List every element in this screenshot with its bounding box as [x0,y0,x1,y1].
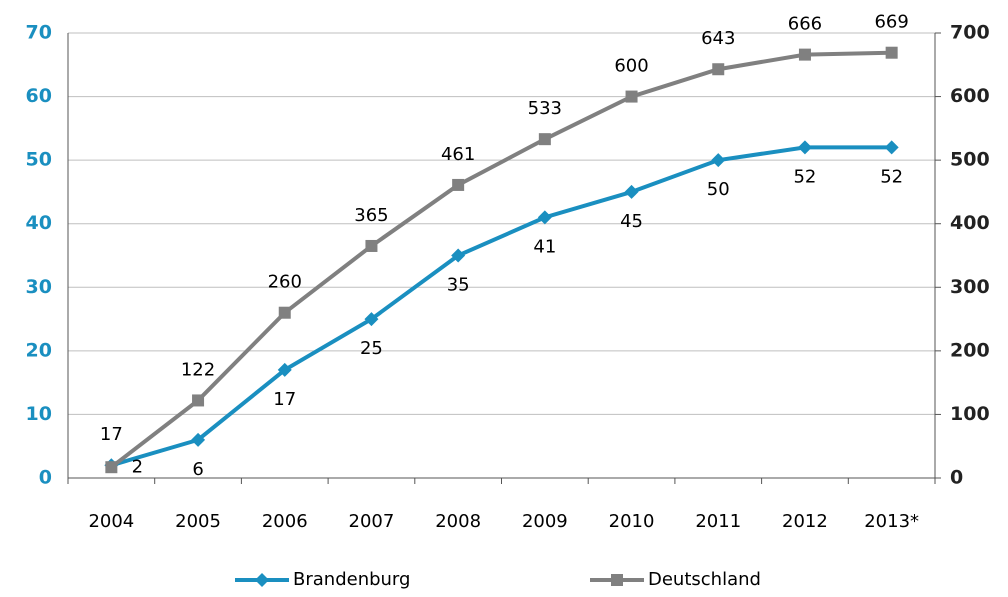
data-label: 260 [268,272,302,293]
marker [884,140,899,155]
x-tick-label: 2009 [522,511,568,532]
y-tick-label: 30 [26,276,52,298]
y-tick-label: 40 [26,212,52,234]
marker [105,461,118,474]
data-label: 41 [533,236,556,257]
marker [277,362,292,377]
data-label: 122 [181,359,215,380]
marker [537,210,552,225]
data-label: 365 [354,205,388,226]
data-label: 35 [447,275,470,296]
y-tick-label: 50 [26,149,52,171]
marker [798,48,811,61]
data-label: 45 [620,211,643,232]
y2-tick-label: 400 [950,212,990,234]
marker [365,239,378,252]
x-tick-label: 2007 [349,511,395,532]
marker [538,133,551,146]
marker [278,306,291,319]
x-tick-label: 2012 [782,511,828,532]
data-label: 669 [874,12,908,33]
data-label: 50 [707,179,730,200]
y-tick-label: 70 [26,22,52,44]
y2-tick-label: 600 [950,85,990,107]
data-label: 25 [360,338,383,359]
data-label: 666 [788,14,822,35]
legend-label: Deutschland [648,569,761,590]
x-tick-label: 2004 [88,511,134,532]
y2-tick-label: 500 [950,149,990,171]
marker [712,63,725,76]
legend-marker [611,574,623,586]
marker [885,46,898,59]
data-label: 52 [793,166,816,187]
x-tick-label: 2008 [435,511,481,532]
marker [624,184,639,199]
marker [625,90,638,103]
series-line [110,145,892,468]
data-label: 2 [132,456,143,477]
marker [191,432,206,447]
marker [711,153,726,168]
marker [451,248,466,263]
legend-label: Brandenburg [293,569,410,590]
series-line [110,50,892,469]
y-tick-label: 10 [26,403,52,425]
y-tick-label: 0 [39,467,52,489]
x-tick-label: 2010 [609,511,655,532]
data-label: 52 [880,166,903,187]
x-tick-label: 2005 [175,511,221,532]
data-label: 6 [192,459,203,480]
y-tick-label: 20 [26,339,52,361]
marker [797,140,812,155]
marker [452,178,465,191]
marker [192,394,205,407]
x-tick-label: 2006 [262,511,308,532]
y2-tick-label: 0 [950,467,963,489]
data-label: 643 [701,28,735,49]
x-tick-label: 2011 [695,511,741,532]
y2-tick-label: 300 [950,276,990,298]
x-tick-label: 2013* [864,511,919,532]
marker [364,312,379,327]
data-label: 17 [100,424,123,445]
data-label: 461 [441,144,475,165]
data-label: 600 [614,56,648,77]
y2-tick-label: 200 [950,339,990,361]
y-tick-label: 60 [26,85,52,107]
legend-marker [255,573,269,587]
y2-tick-label: 100 [950,403,990,425]
data-label: 17 [273,389,296,410]
y2-tick-label: 700 [950,22,990,44]
data-label: 533 [528,98,562,119]
